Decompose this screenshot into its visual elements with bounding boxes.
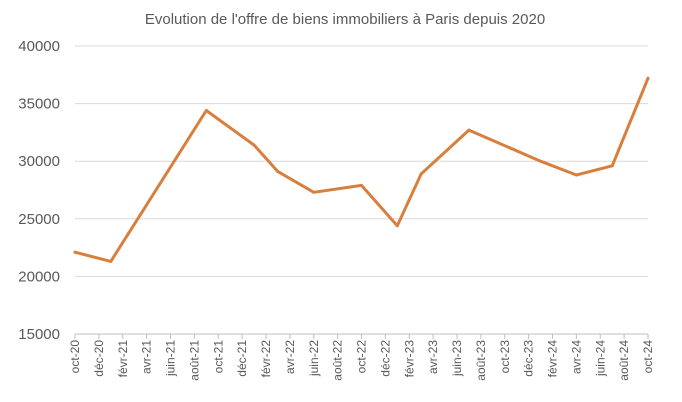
y-tick-label: 20000 [18, 268, 60, 285]
x-tick-label: juin-21 [164, 340, 178, 377]
x-tick-label: oct-23 [498, 340, 512, 374]
x-tick-label: août-22 [331, 340, 345, 381]
data-point [73, 250, 77, 254]
data-point [574, 173, 578, 177]
x-tick-label: oct-24 [641, 340, 655, 374]
x-tick-label: oct-20 [68, 340, 82, 374]
data-point [395, 224, 399, 228]
data-point [204, 109, 208, 113]
data-point [610, 164, 614, 168]
x-tick-label: déc-21 [235, 340, 249, 377]
x-tick-label: juin-24 [593, 340, 607, 377]
data-point [276, 170, 280, 174]
data-point [539, 159, 543, 163]
x-tick-label: déc-22 [378, 340, 392, 377]
y-tick-label: 40000 [18, 38, 60, 55]
x-tick-label: déc-20 [92, 340, 106, 377]
x-tick-label: août-23 [474, 340, 488, 381]
data-point [360, 183, 363, 187]
data-point [467, 128, 471, 132]
y-tick-label: 35000 [18, 96, 60, 113]
data-point [312, 190, 316, 194]
data-point [646, 76, 650, 80]
y-tick-label: 25000 [18, 211, 60, 228]
x-tick-label: déc-23 [522, 340, 536, 377]
y-tick-label: 30000 [18, 153, 60, 170]
x-tick-label: août-21 [187, 340, 201, 381]
y-tick-label: 15000 [18, 326, 60, 343]
x-tick-label: juin-22 [307, 340, 321, 377]
series-group [73, 76, 650, 263]
data-point [252, 143, 256, 147]
x-tick-label: avr-23 [426, 340, 440, 374]
series-line [73, 76, 650, 263]
x-axis: oct-20 déc-20 févr-21 avr-21 juin-21 août-21 o… [68, 334, 655, 381]
x-tick-label: oct-21 [211, 340, 225, 374]
gridlines [75, 45, 648, 335]
x-tick-label: oct-22 [355, 340, 369, 374]
x-tick-label: juin-23 [450, 340, 464, 377]
x-tick-label: févr-24 [546, 340, 560, 378]
x-tick-label: avr-24 [569, 340, 583, 374]
data-point [419, 172, 423, 176]
y-axis: 15000 20000 25000 30000 35000 40000 [18, 38, 60, 343]
x-tick-label: août-24 [617, 340, 631, 381]
chart-title: Evolution de l'offre de biens immobilier… [145, 11, 545, 28]
data-point [109, 259, 113, 263]
x-tick-label: avr-21 [140, 340, 154, 374]
x-tick-label: févr-23 [402, 340, 416, 378]
x-tick-label: févr-22 [259, 340, 273, 378]
x-tick-label: avr-22 [283, 340, 297, 374]
x-tick-label: févr-21 [116, 340, 130, 378]
